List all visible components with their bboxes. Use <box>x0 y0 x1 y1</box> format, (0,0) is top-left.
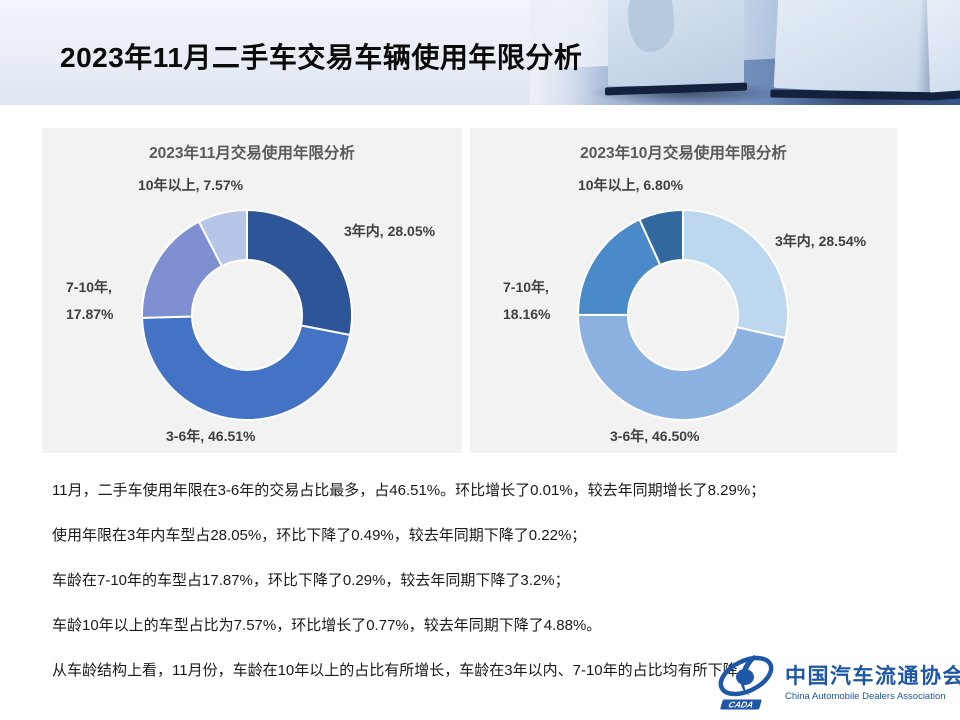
chart-panel-november: 2023年11月交易使用年限分析 10年以上, 7.57% 3年内, 28.05… <box>42 128 462 453</box>
analysis-line: 使用年限在3年内车型占28.05%，环比下降了0.49%，较去年同期下降了0.2… <box>52 527 587 544</box>
chart-title-october: 2023年10月交易使用年限分析 <box>580 145 787 162</box>
cada-name-cn: 中国汽车流通协会 <box>785 664 960 688</box>
chart-title-november: 2023年11月交易使用年限分析 <box>149 145 355 162</box>
analysis-line: 车龄在7-10年的车型占17.87%，环比下降了0.29%，较去年同期下降了3.… <box>52 572 570 589</box>
cada-logo-text: 中国汽车流通协会 China Automobile Dealers Associ… <box>785 665 960 702</box>
data-label-7to10: 7-10年, 17.87% <box>66 274 113 328</box>
donut-chart-november <box>141 209 353 422</box>
donut-slice-10年以上 <box>638 209 684 266</box>
slide-header: 2023年11月二手车交易车辆使用年限分析 <box>0 0 960 105</box>
donut-slice-3-6年 <box>141 315 352 422</box>
data-label-3to6: 3-6年, 46.51% <box>166 428 256 444</box>
analysis-line: 车龄10年以上的车型占比为7.57%，环比增长了0.77%，较去年同期下降了4.… <box>52 617 602 634</box>
slide-title: 2023年11月二手车交易车辆使用年限分析 <box>60 42 583 73</box>
donut-slice-3-6年 <box>576 313 787 421</box>
data-label-7to10-line2: 17.87% <box>66 306 114 322</box>
photo-left-fade <box>530 0 600 105</box>
data-label-7to10-line1: 7-10年, <box>66 279 112 295</box>
analysis-line: 11月，二手车使用年限在3-6年的交易占比最多，占46.51%。环比增长了0.0… <box>52 482 766 499</box>
data-label-within3: 3年内, 28.05% <box>344 223 436 239</box>
data-label-7to10-line1: 7-10年, <box>503 279 549 295</box>
data-label-10plus: 10年以上, 6.80% <box>578 177 684 193</box>
globe-cube <box>770 0 941 101</box>
cada-name-en: China Automobile Dealers Association <box>785 690 946 702</box>
donut-slice-10年以上 <box>197 209 248 268</box>
data-label-7to10: 7-10年, 18.16% <box>503 274 550 328</box>
globe-cube <box>926 0 960 101</box>
cada-logo: CADA 中国汽车流通协会 China Automobile Dealers A… <box>714 652 960 714</box>
donut-slice-3年内 <box>246 209 353 336</box>
analysis-line: 从车龄结构上看，11月份，车龄在10年以上的占比有所增长，车龄在3年以内、7-1… <box>52 662 753 679</box>
chart-panel-october: 2023年10月交易使用年限分析 10年以上, 6.80% 3年内, 28.54… <box>470 128 897 453</box>
data-label-10plus: 10年以上, 7.57% <box>138 177 244 193</box>
map-silhouette <box>628 0 674 52</box>
data-label-7to10-line2: 18.16% <box>503 306 551 322</box>
globe-cube <box>605 0 747 96</box>
cada-badge-text: CADA <box>727 700 754 710</box>
donut-slice-3年内 <box>682 209 789 340</box>
decorative-cubes-photo <box>530 0 960 105</box>
cada-logo-icon: CADA <box>718 655 774 711</box>
data-label-within3: 3年内, 28.54% <box>775 233 867 249</box>
data-label-3to6: 3-6年, 46.50% <box>610 428 700 444</box>
donut-chart-october <box>576 209 789 421</box>
analysis-text-block: 11月，二手车使用年限在3-6年的交易占比最多，占46.51%。环比增长了0.0… <box>52 480 792 705</box>
